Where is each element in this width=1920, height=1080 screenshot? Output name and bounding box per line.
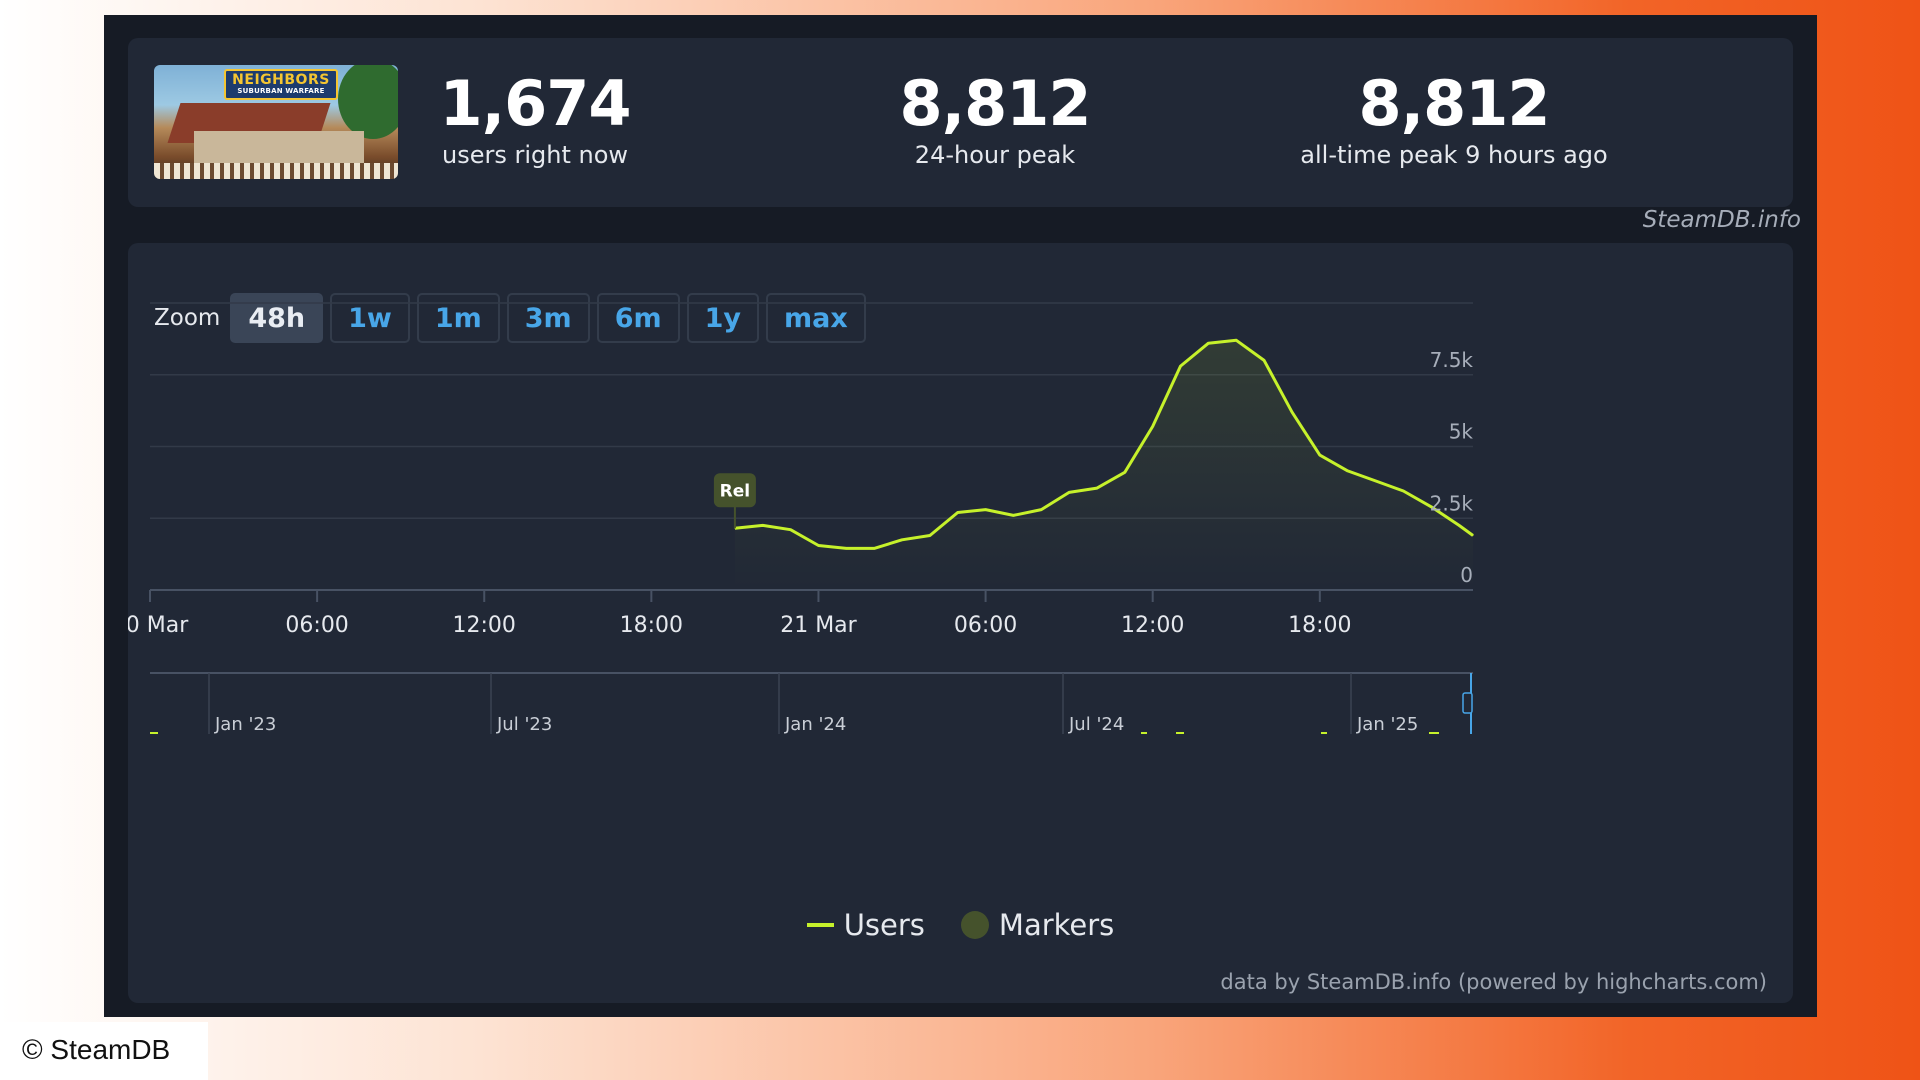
users-data-point [762,524,764,526]
users-series-line [734,338,1474,550]
stat-label: all-time peak 9 hours ago [1300,141,1608,169]
y-tick-label: 5k [1449,420,1474,444]
release-marker [713,473,756,508]
y-tick-label: 2.5k [1430,491,1474,515]
users-data-point [845,547,847,549]
game-logo: NEIGHBORS SUBURBAN WARFARE [224,69,338,100]
navigator-label: Jan '24 [784,714,846,735]
release-marker-label: Rel [720,481,750,501]
chart-container: Zoom 48h 1w 1m 3m 6m 1y max Rel 0 2.5k 5k 7… [128,243,1793,1003]
users-data-point [1291,411,1293,413]
x-tick-label: 06:00 [285,613,348,638]
users-data-point [1375,480,1377,482]
navigator-label: Jan '25 [1356,714,1418,735]
steamdb-panel: NEIGHBORS SUBURBAN WARFARE 1,674 users r… [104,15,1817,1017]
users-data-point [790,529,792,531]
users-data-point [1068,491,1070,493]
legend-users[interactable]: Users [806,908,925,942]
x-tick-label: 18:00 [620,613,683,638]
x-tick-label: 18:00 [1288,613,1351,638]
zoom-1y-button[interactable]: 1y [686,293,759,343]
users-data-point [873,547,875,549]
x-tick-label: 12:00 [453,613,516,638]
stat-value: 8,812 [1358,67,1550,140]
y-tick-label: 7.5k [1430,348,1474,372]
legend-line-swatch [806,923,834,927]
users-data-point [1180,365,1182,367]
zoom-3m-button[interactable]: 3m [506,293,590,343]
users-data-point [1347,470,1349,472]
x-tick-label: 20 Mar [128,613,189,638]
y-tick-label: 0 [1460,563,1473,587]
zoom-max-button[interactable]: max [766,293,866,343]
zoom-1w-button[interactable]: 1w [330,293,410,343]
users-data-point [1207,342,1209,344]
users-data-point [1235,339,1237,341]
users-series-area [734,340,1473,590]
legend-users-label: Users [843,908,925,942]
users-data-point [1152,425,1154,427]
highcharts-credit-link[interactable]: data by SteamDB.info (powered by highcha… [1220,970,1767,994]
users-data-point [1124,471,1126,473]
player-count-chart[interactable]: Rel 0 2.5k 5k 7.5k 20 Mar 06:00 12:00 18:00 21 M… [128,243,1793,903]
users-data-point [1472,534,1474,536]
users-data-point [1458,524,1460,526]
users-data-point [817,545,819,547]
game-thumbnail[interactable]: NEIGHBORS SUBURBAN WARFARE [154,65,398,179]
chart-legend: Users Markers [128,908,1793,942]
legend-markers-label: Markers [998,908,1115,942]
zoom-label: Zoom [154,305,221,331]
users-data-point [985,509,987,511]
users-data-point [1319,454,1321,456]
users-data-point [1402,490,1404,492]
navigator-label: Jul '23 [496,714,552,735]
navigator-handle [1462,692,1473,714]
users-data-point [929,534,931,536]
users-data-point [901,539,903,541]
users-data-point [1040,509,1042,511]
zoom-6m-button[interactable]: 6m [596,293,680,343]
users-data-point [1096,487,1098,489]
stat-label: 24-hour peak [914,141,1076,169]
x-tick-label: 21 Mar [780,613,857,638]
stat-label: users right now [441,141,629,169]
navigator-label: Jan '23 [214,714,276,735]
users-data-point [1263,359,1265,361]
stat-current-users: 1,674 users right now [315,64,755,170]
stat-value: 8,812 [899,67,1091,140]
tree-illustration [338,65,398,139]
fence-illustration [154,163,398,179]
stat-24h-peak: 8,812 24-hour peak [775,64,1215,170]
users-data-point [957,512,959,514]
legend-markers[interactable]: Markers [960,908,1115,942]
x-tick-label: 12:00 [1121,613,1184,638]
stat-all-time-peak: 8,812 all-time peak 9 hours ago [1234,64,1674,170]
steamdb-credit-link[interactable]: SteamDB.info [1642,207,1801,233]
zoom-controls: Zoom 48h 1w 1m 3m 6m 1y max [154,292,873,344]
x-tick-label: 06:00 [954,613,1017,638]
zoom-1m-button[interactable]: 1m [416,293,500,343]
legend-dot-swatch [960,911,989,939]
users-data-point [1430,506,1432,508]
navigator-label: Jul '24 [1068,714,1124,735]
stat-value: 1,674 [439,67,631,140]
users-data-point [1012,514,1014,516]
player-stats-header: NEIGHBORS SUBURBAN WARFARE 1,674 users r… [128,38,1793,207]
zoom-48h-button[interactable]: 48h [230,293,324,343]
copyright-notice: © SteamDB [0,1022,208,1080]
